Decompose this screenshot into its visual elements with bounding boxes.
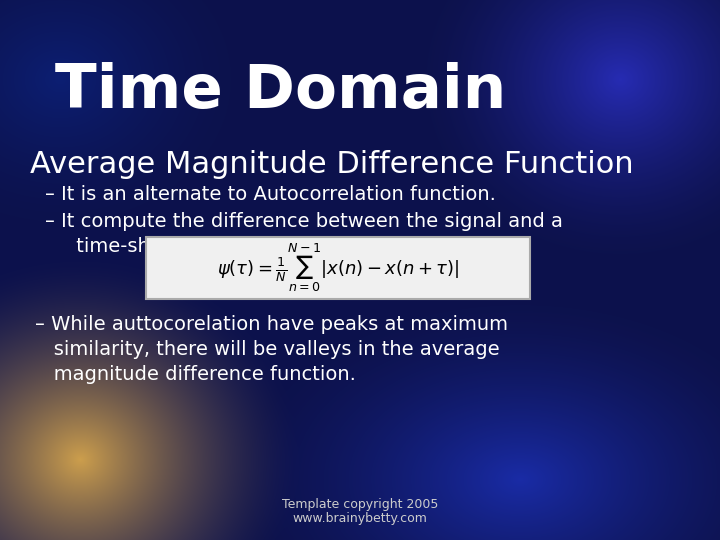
Text: similarity, there will be valleys in the average: similarity, there will be valleys in the… (35, 340, 500, 359)
FancyBboxPatch shape (146, 237, 530, 299)
Text: – While auttocorelation have peaks at maximum: – While auttocorelation have peaks at ma… (35, 315, 508, 334)
Text: $\psi(\tau) = \frac{1}{N} \sum_{n=0}^{N-1} |x(n) - x(n+\tau)|$: $\psi(\tau) = \frac{1}{N} \sum_{n=0}^{N-… (217, 241, 459, 294)
Text: Average Magnitude Difference Function: Average Magnitude Difference Function (30, 150, 634, 179)
Text: magnitude difference function.: magnitude difference function. (35, 365, 356, 384)
Text: www.brainybetty.com: www.brainybetty.com (292, 512, 428, 525)
Text: Time Domain: Time Domain (55, 62, 506, 121)
Text: – It compute the difference between the signal and a: – It compute the difference between the … (45, 212, 563, 231)
Text: Template copyright 2005: Template copyright 2005 (282, 498, 438, 511)
Text: – It is an alternate to Autocorrelation function.: – It is an alternate to Autocorrelation … (45, 185, 496, 204)
Text: time-shifted version of itself.: time-shifted version of itself. (45, 237, 356, 256)
